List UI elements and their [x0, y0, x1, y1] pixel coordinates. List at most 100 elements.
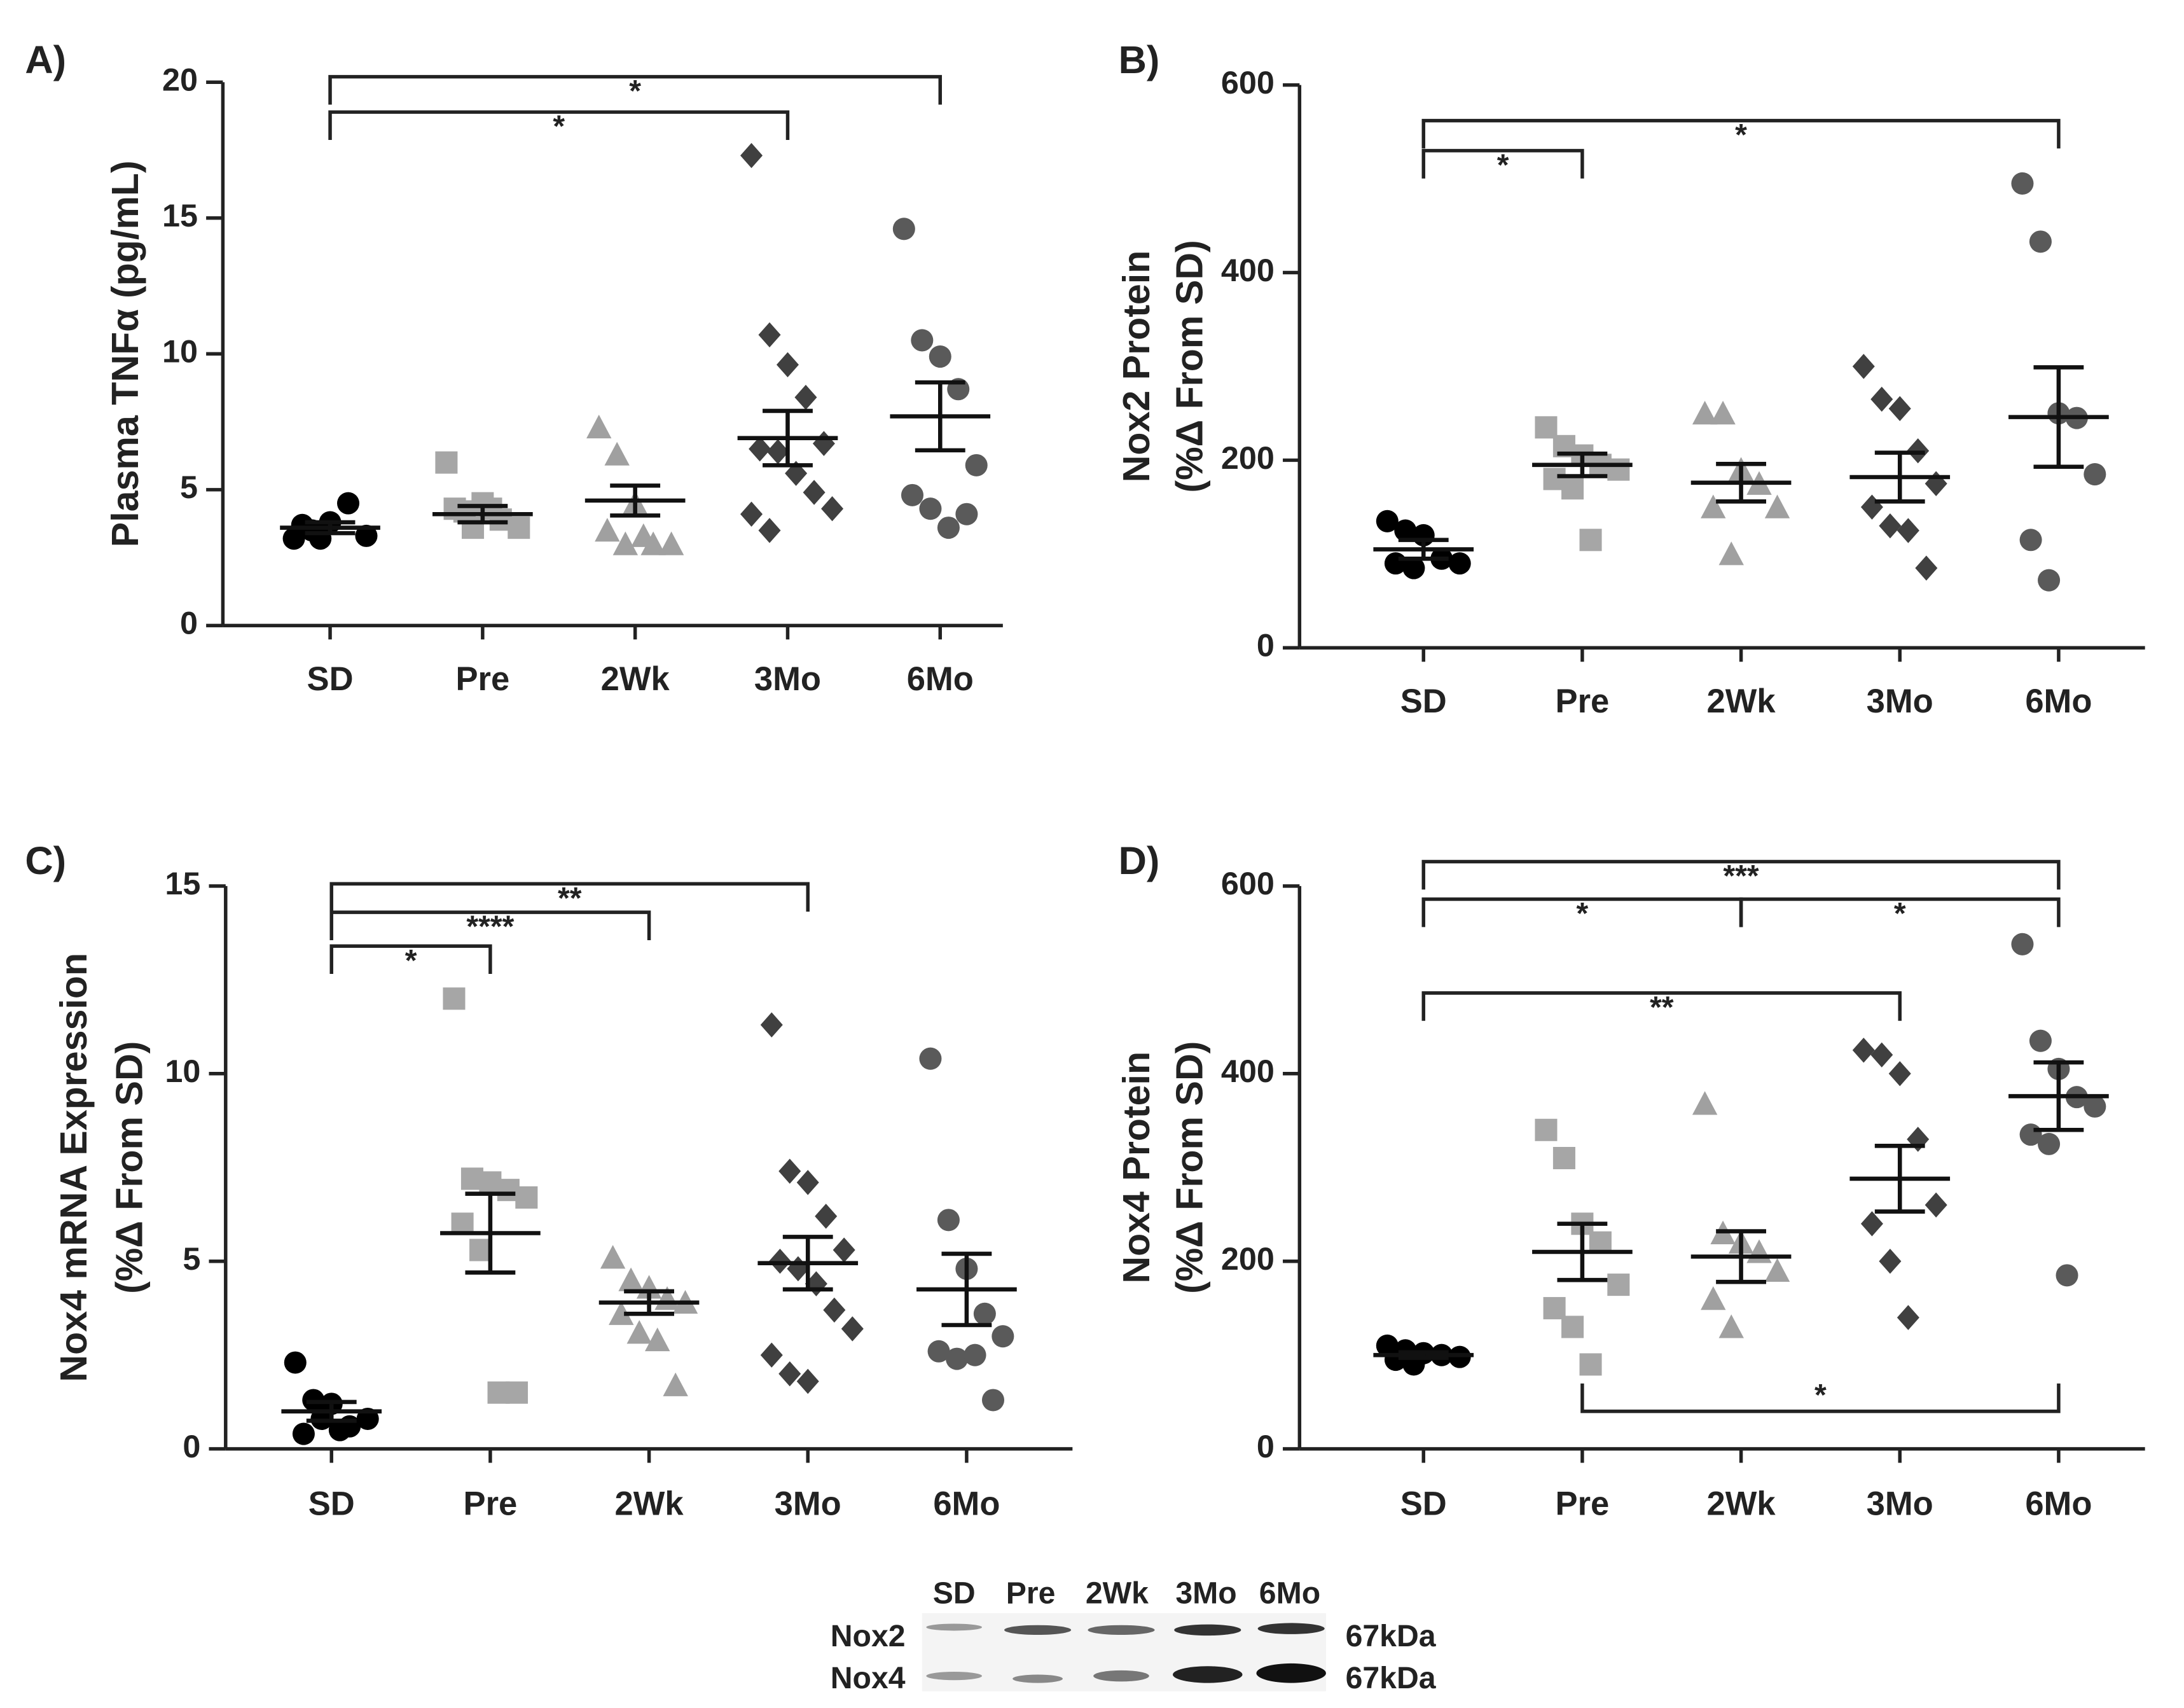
x-tick-label: Pre — [1556, 683, 1610, 720]
data-point — [1552, 1146, 1575, 1170]
x-tick-label: 3Mo — [775, 1485, 841, 1522]
blot-row-label: Nox2 — [831, 1619, 906, 1653]
y-tick-label: 5 — [183, 1240, 200, 1277]
data-point — [2038, 569, 2061, 592]
data-point — [1764, 494, 1790, 518]
blot-lane-label: 3Mo — [1175, 1576, 1236, 1610]
data-point — [740, 501, 763, 527]
data-point — [631, 523, 656, 547]
data-point — [2011, 933, 2034, 955]
significance-bracket — [1421, 991, 1902, 1021]
y-axis-label: (%Δ From SD) — [1168, 1041, 1210, 1294]
data-point — [1860, 1211, 1883, 1237]
y-tick-label: 400 — [1221, 252, 1275, 288]
blot-lane-label: Pre — [1006, 1576, 1056, 1610]
blot-lane-label: SD — [933, 1576, 976, 1610]
blot-image — [922, 1613, 1326, 1691]
data-point — [794, 384, 817, 410]
y-tick-label: 600 — [1221, 64, 1275, 101]
data-point — [505, 1381, 529, 1404]
panel-title: B) — [1119, 38, 1160, 81]
data-point — [508, 517, 530, 539]
data-point — [2084, 463, 2106, 486]
data-point — [1692, 1091, 1718, 1115]
data-point — [1701, 494, 1726, 518]
data-point — [1925, 1192, 1947, 1218]
x-tick-label: 2Wk — [615, 1485, 684, 1522]
x-tick-label: 3Mo — [754, 660, 821, 698]
significance-bracket — [329, 944, 492, 975]
x-tick-label: 2Wk — [601, 660, 670, 698]
blot-lane-label: 2Wk — [1086, 1576, 1149, 1610]
data-point — [841, 1316, 864, 1342]
significance-label: **** — [466, 910, 514, 944]
panel-title: A) — [25, 38, 66, 81]
x-tick-label: SD — [307, 660, 354, 698]
panel-title: D) — [1119, 838, 1160, 882]
data-point — [1764, 1258, 1790, 1282]
data-point — [1579, 529, 1602, 552]
data-point — [2011, 172, 2034, 195]
data-point — [892, 218, 915, 240]
y-tick-label: 5 — [180, 469, 198, 505]
data-point — [515, 1186, 538, 1209]
y-tick-label: 600 — [1221, 865, 1275, 901]
data-point — [336, 492, 360, 515]
significance-label: * — [1497, 148, 1509, 183]
data-point — [2084, 1095, 2106, 1118]
significance-bracket — [1580, 1383, 2061, 1413]
data-point — [284, 1351, 307, 1374]
data-point — [355, 524, 378, 547]
significance-bracket — [1421, 859, 2061, 890]
data-point — [946, 1347, 969, 1370]
data-point — [443, 987, 466, 1010]
data-point — [292, 1422, 315, 1445]
data-point — [1870, 1042, 1893, 1068]
data-point — [937, 517, 960, 539]
y-tick-label: 0 — [1257, 1428, 1275, 1464]
data-point — [586, 414, 612, 439]
y-tick-label: 15 — [162, 197, 198, 233]
data-point — [796, 1368, 819, 1394]
data-point — [1535, 416, 1558, 439]
x-tick-label: Pre — [455, 660, 509, 698]
data-point — [758, 322, 781, 348]
data-point — [1915, 555, 1938, 581]
data-point — [911, 329, 934, 352]
significance-label: *** — [1723, 859, 1759, 894]
y-tick-label: 20 — [162, 62, 198, 98]
significance-bracket — [1421, 118, 2061, 149]
data-point — [609, 1301, 634, 1325]
data-point — [964, 1343, 986, 1366]
data-point — [965, 454, 988, 476]
y-axis-label: Plasma TNFα (pg/mL) — [104, 160, 146, 547]
data-point — [776, 352, 799, 378]
significance-bracket — [328, 110, 790, 140]
data-point — [1870, 386, 1893, 412]
data-point — [973, 1302, 996, 1325]
data-point — [291, 513, 314, 536]
data-point — [1402, 557, 1425, 580]
data-point — [758, 518, 781, 543]
data-point — [901, 483, 924, 506]
data-point — [1692, 401, 1718, 425]
significance-bracket — [329, 910, 651, 940]
significance-bracket — [329, 882, 810, 912]
x-tick-label: 2Wk — [1707, 1485, 1776, 1522]
data-point — [955, 503, 978, 525]
data-point — [823, 1297, 846, 1323]
x-tick-label: SD — [1400, 1485, 1447, 1522]
y-tick-label: 10 — [165, 1053, 200, 1089]
x-tick-label: 6Mo — [907, 660, 974, 698]
significance-label: ** — [558, 881, 582, 915]
significance-label: * — [629, 74, 641, 109]
data-point — [443, 497, 466, 520]
data-point — [821, 496, 844, 522]
data-point — [760, 1342, 783, 1368]
data-point — [2029, 230, 2052, 253]
data-point — [927, 1340, 950, 1363]
data-point — [766, 439, 789, 464]
y-tick-label: 0 — [180, 605, 198, 641]
data-point — [812, 431, 835, 456]
data-point — [1710, 401, 1736, 425]
